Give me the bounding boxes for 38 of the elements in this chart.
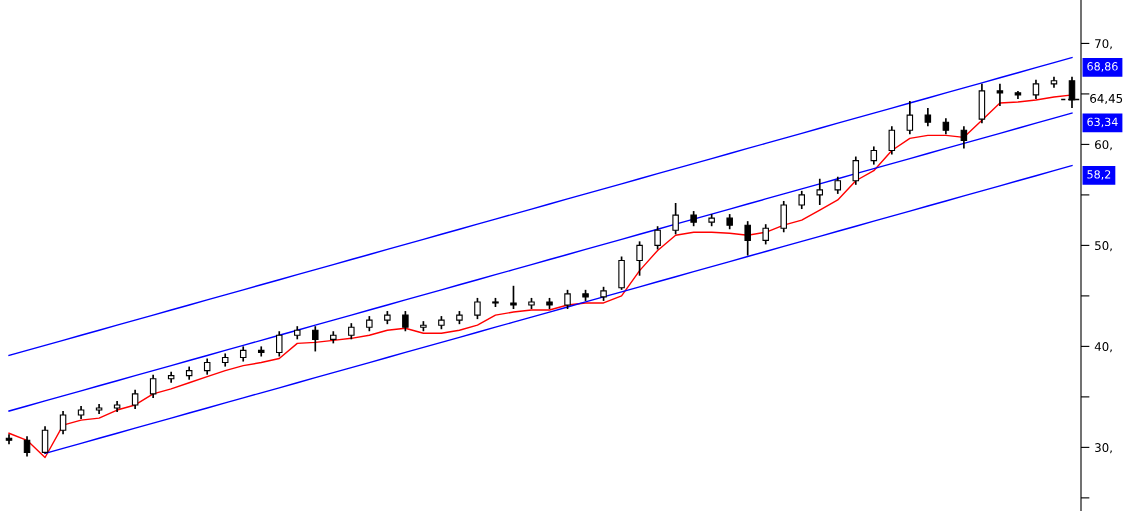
candlestick bbox=[798, 190, 805, 210]
y-tick-label: 30, bbox=[1095, 443, 1112, 454]
candlestick bbox=[1032, 78, 1040, 100]
text: 58,2 bbox=[1087, 170, 1111, 180]
ref-line-label: 64,45 bbox=[1090, 93, 1123, 105]
candlestick bbox=[654, 225, 661, 251]
candlestick bbox=[816, 177, 824, 206]
candlestick bbox=[672, 202, 679, 236]
line-series bbox=[8, 112, 1073, 412]
candlestick bbox=[744, 220, 751, 257]
candlestick bbox=[149, 373, 157, 399]
candlestick bbox=[41, 425, 49, 455]
candlestick bbox=[312, 325, 319, 353]
candlestick bbox=[852, 155, 860, 186]
text: 68,86 bbox=[1087, 62, 1118, 72]
candlestick bbox=[636, 240, 643, 277]
candlestick bbox=[888, 125, 896, 156]
y-tick-label: 40, bbox=[1094, 342, 1112, 353]
candlestick bbox=[474, 297, 481, 320]
candlestick bbox=[402, 310, 409, 333]
candlestick bbox=[870, 145, 878, 166]
text: 63,34 bbox=[1087, 117, 1118, 128]
candlestick bbox=[59, 410, 67, 436]
candlestick bbox=[23, 435, 31, 458]
candlestick bbox=[276, 330, 283, 358]
candlestick bbox=[960, 125, 968, 150]
candlestick bbox=[762, 223, 769, 246]
candlestick bbox=[996, 82, 1004, 107]
line-series bbox=[8, 56, 1073, 357]
candlestick bbox=[906, 100, 914, 136]
y-tick-label: 50, bbox=[1095, 241, 1112, 252]
candlestick bbox=[564, 289, 571, 310]
candlestick bbox=[924, 107, 932, 128]
candlestick bbox=[510, 284, 517, 310]
candlestick bbox=[131, 388, 139, 410]
y-tick-label: 60, bbox=[1095, 140, 1112, 151]
candlestick bbox=[780, 200, 787, 234]
y-tick-label: 70, bbox=[1095, 39, 1112, 50]
